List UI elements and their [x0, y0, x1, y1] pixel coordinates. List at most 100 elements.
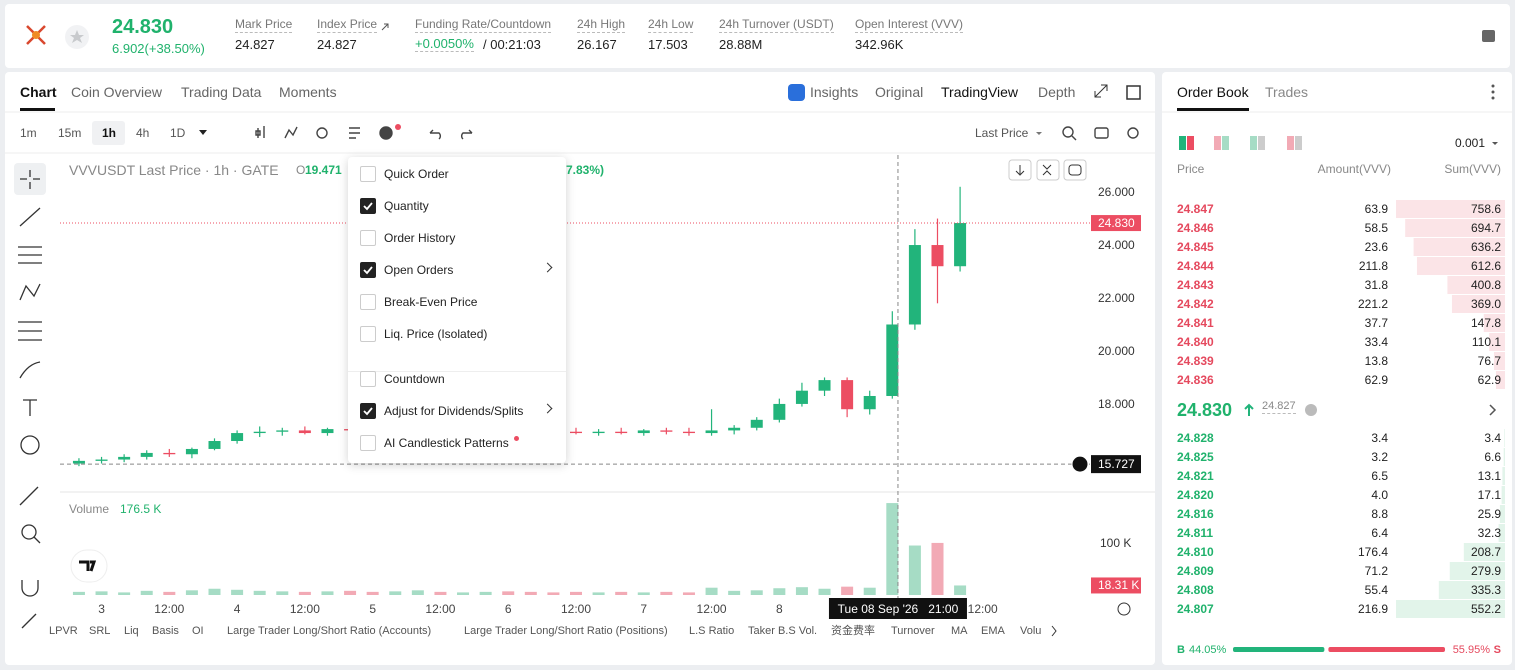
indicator-button[interactable]: Liq: [124, 625, 139, 637]
book-sum: 17.1: [1477, 488, 1501, 502]
volume-bar: [637, 592, 650, 595]
indicator-button[interactable]: Turnover: [891, 625, 935, 637]
indicator-button[interactable]: Large Trader Long/Short Ratio (Accounts): [227, 625, 432, 637]
expand-icon[interactable]: [1094, 84, 1108, 98]
indicator-button[interactable]: Volu: [1020, 625, 1042, 637]
candle-body: [118, 456, 131, 460]
interval-button[interactable]: 15m: [58, 126, 82, 140]
book-price[interactable]: 24.841: [1177, 316, 1214, 330]
menu-item[interactable]: Adjust for Dividends/Splits: [384, 404, 524, 418]
settings-icon[interactable]: [1117, 602, 1131, 616]
indicator-button[interactable]: EMA: [981, 625, 1005, 637]
book-price[interactable]: 24.811: [1177, 526, 1214, 540]
menu-item[interactable]: Open Orders: [384, 263, 454, 277]
book-price[interactable]: 24.828: [1177, 431, 1214, 445]
menu-item[interactable]: Order History: [384, 231, 456, 245]
chart-tab[interactable]: Moments: [279, 84, 337, 100]
indicator-button[interactable]: L.S Ratio: [689, 625, 735, 637]
indicator-button[interactable]: Taker B.S Vol.: [748, 625, 818, 637]
book-price[interactable]: 24.836: [1177, 373, 1214, 387]
x-tick-label: 6: [504, 602, 512, 616]
indicator-button[interactable]: LPVR: [49, 625, 78, 637]
book-mark-price: 24.827: [1262, 400, 1296, 414]
book-price[interactable]: 24.809: [1177, 564, 1214, 578]
icon: [1068, 164, 1082, 176]
book-price[interactable]: 24.810: [1177, 545, 1214, 559]
x-tick-label: 12:00: [425, 602, 456, 616]
interval-button[interactable]: 1m: [20, 126, 37, 140]
view-tab[interactable]: Depth: [1038, 84, 1076, 100]
checkbox[interactable]: [360, 262, 376, 278]
interval-button[interactable]: 1D: [170, 126, 186, 140]
check: [363, 202, 373, 211]
x-tick-label: 12:00: [289, 602, 320, 616]
depth-bar: [1502, 467, 1505, 485]
interval-button[interactable]: 4h: [136, 126, 150, 140]
menu-item[interactable]: Quick Order: [384, 167, 449, 181]
book-price[interactable]: 24.808: [1177, 583, 1214, 597]
chart-corner-buttons[interactable]: [1008, 159, 1087, 181]
price-source-select[interactable]: Last Price: [975, 126, 1029, 140]
scroll-arrow[interactable]: [1051, 625, 1057, 637]
menu-item[interactable]: AI Candlestick Patterns: [384, 436, 509, 450]
menu-item[interactable]: Quantity: [384, 199, 429, 213]
sell-ratio-bar: [1328, 647, 1445, 652]
indicator-button[interactable]: MA: [951, 625, 968, 637]
checkbox[interactable]: [360, 326, 376, 342]
checkbox[interactable]: [360, 294, 376, 310]
checkbox[interactable]: [360, 403, 376, 419]
menu-item[interactable]: Liq. Price (Isolated): [384, 327, 488, 341]
indicator-button[interactable]: Basis: [152, 625, 179, 637]
book-tab[interactable]: Trades: [1265, 84, 1309, 100]
menu-item[interactable]: Countdown: [384, 372, 445, 386]
stat-label: Funding Rate/Countdown: [415, 17, 552, 33]
book-price[interactable]: 24.807: [1177, 602, 1214, 616]
chart-tab[interactable]: Trading Data: [181, 84, 262, 100]
view-tab[interactable]: Insights: [810, 84, 859, 100]
checkbox[interactable]: [360, 166, 376, 182]
chart-tab[interactable]: Chart: [20, 84, 57, 100]
book-price[interactable]: 24.840: [1177, 335, 1214, 349]
layout-icon[interactable]: [1126, 85, 1141, 100]
view-tab[interactable]: TradingView: [941, 84, 1019, 100]
volume-bar: [886, 503, 899, 595]
book-amount: 221.2: [1357, 297, 1388, 311]
book-sum: 13.1: [1477, 469, 1501, 483]
view-tab[interactable]: Original: [875, 84, 924, 100]
book-price[interactable]: 24.843: [1177, 278, 1214, 292]
menu-item[interactable]: Break-Even Price: [384, 295, 478, 309]
chevron[interactable]: [1489, 404, 1497, 416]
volume-bar: [615, 591, 628, 595]
book-price[interactable]: 24.825: [1177, 450, 1214, 464]
book-last-price: 24.830: [1177, 400, 1233, 420]
candle-body: [163, 452, 176, 455]
checkbox[interactable]: [360, 230, 376, 246]
indicator-button[interactable]: Large Trader Long/Short Ratio (Positions…: [464, 625, 668, 637]
chart-tab[interactable]: Coin Overview: [71, 84, 163, 100]
indicator-button[interactable]: OI: [192, 625, 204, 637]
indicator-button[interactable]: SRL: [89, 625, 111, 637]
ohlc-label: O: [296, 163, 306, 177]
checkbox[interactable]: [360, 435, 376, 451]
checkbox[interactable]: [360, 198, 376, 214]
book-price[interactable]: 24.845: [1177, 240, 1214, 254]
volume-bar: [208, 588, 221, 595]
book-price[interactable]: 24.847: [1177, 202, 1214, 216]
depth-view-icons[interactable]: [1179, 136, 1302, 150]
indicator-button[interactable]: 资金费率: [831, 625, 875, 637]
volume-bar: [682, 592, 695, 595]
book-tab[interactable]: Order Book: [1177, 84, 1249, 100]
more-icon[interactable]: [1491, 84, 1495, 88]
book-price[interactable]: 24.821: [1177, 469, 1214, 483]
precision-select[interactable]: 0.001: [1455, 136, 1486, 150]
book-price[interactable]: 24.844: [1177, 259, 1214, 273]
book-price[interactable]: 24.820: [1177, 488, 1214, 502]
notes-icon[interactable]: [1482, 30, 1495, 42]
book-price[interactable]: 24.842: [1177, 297, 1214, 311]
book-price[interactable]: 24.846: [1177, 221, 1214, 235]
book-price[interactable]: 24.839: [1177, 354, 1214, 368]
book-price[interactable]: 24.816: [1177, 507, 1214, 521]
checkbox[interactable]: [360, 371, 376, 387]
depth-bar: [1503, 448, 1505, 466]
interval-button[interactable]: 1h: [102, 126, 117, 140]
